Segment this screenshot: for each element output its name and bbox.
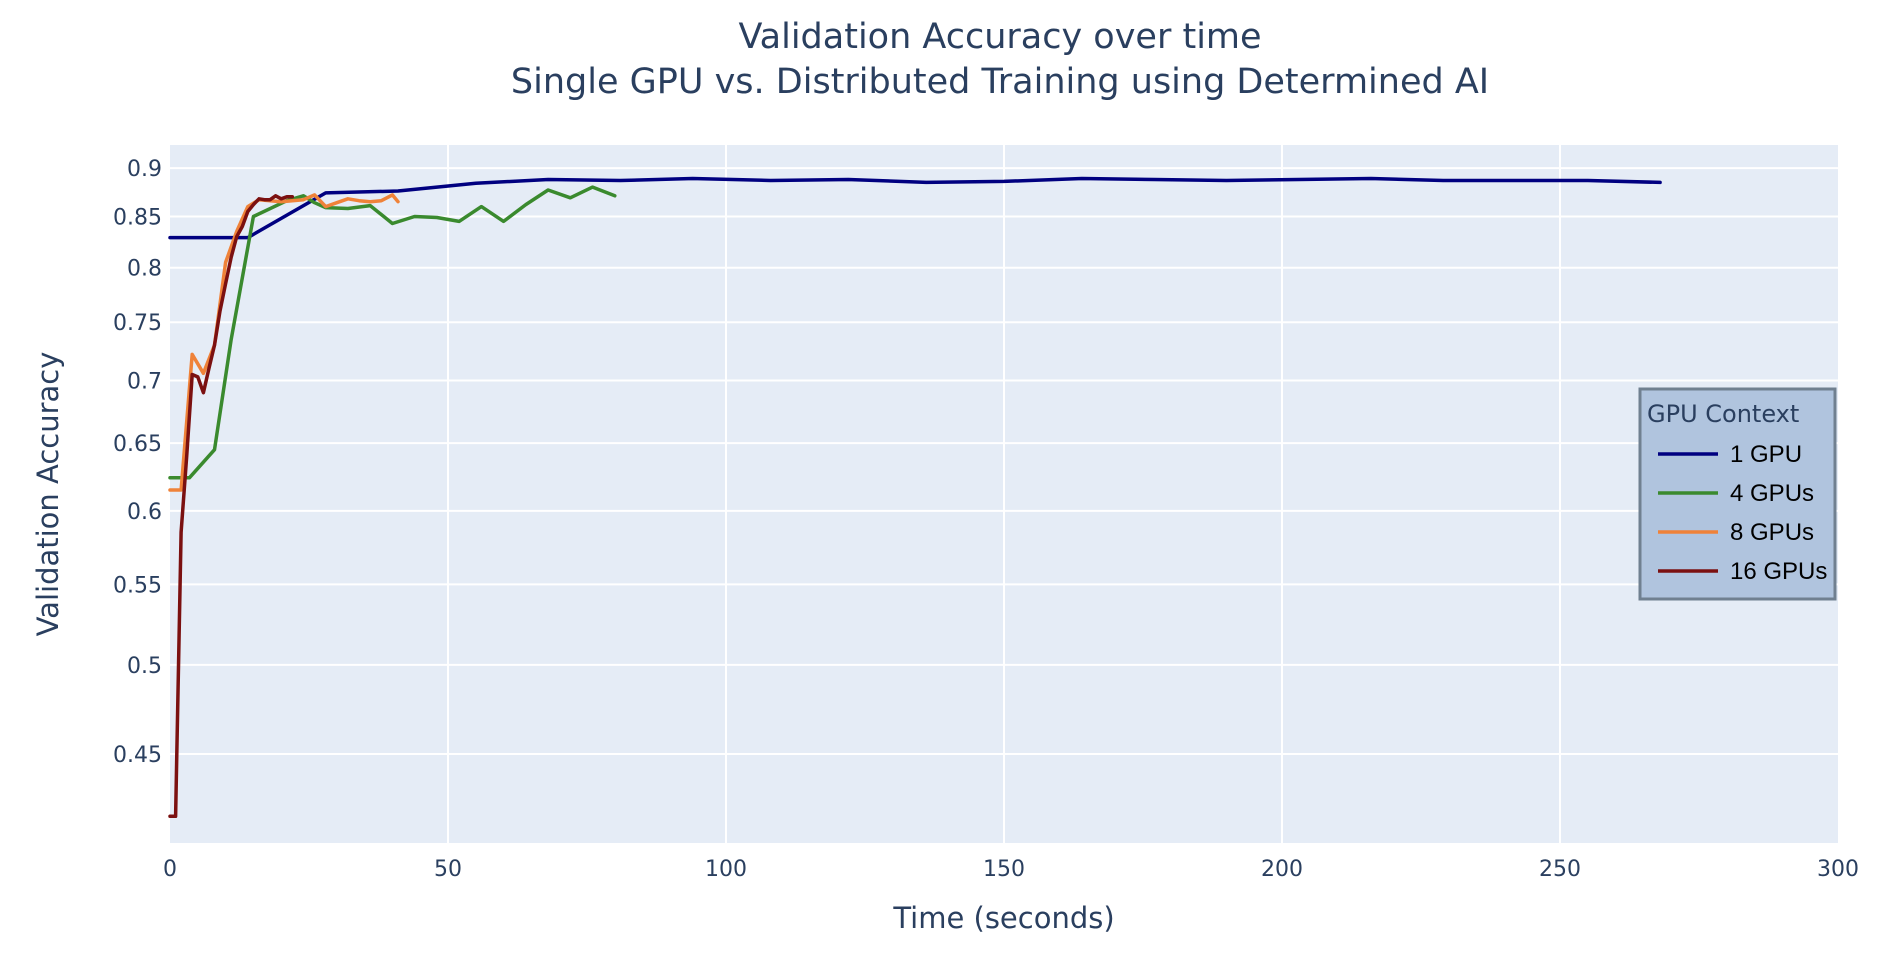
y-tick-label: 0.9 bbox=[127, 157, 162, 182]
x-axis-title: Time (seconds) bbox=[892, 901, 1114, 935]
y-tick-label: 0.8 bbox=[127, 257, 162, 282]
x-tick-label: 50 bbox=[434, 857, 462, 882]
legend-label: 1 GPU bbox=[1730, 441, 1802, 468]
x-tick-label: 0 bbox=[163, 857, 177, 882]
series-line-4 bbox=[168, 194, 295, 819]
y-axis-ticks: 0.45 0.5 0.55 0.6 0.65 0.7 0.75 0.8 0.85 0.9 bbox=[113, 157, 162, 768]
series-line-1 bbox=[168, 176, 1662, 240]
series-line-3 bbox=[168, 193, 400, 492]
x-axis-ticks: 0 50 100 150 200 250 300 bbox=[163, 857, 1859, 882]
x-tick-label: 150 bbox=[983, 857, 1025, 882]
y-tick-label: 0.7 bbox=[127, 370, 162, 395]
y-tick-label: 0.55 bbox=[113, 573, 162, 598]
legend-items: 1 GPU 4 GPUs 8 GPUs 16 GPUs bbox=[1658, 441, 1827, 585]
chart-subtitle: Single GPU vs. Distributed Training usin… bbox=[511, 62, 1489, 102]
chart-title: Validation Accuracy over time bbox=[738, 17, 1261, 57]
legend-label: 8 GPUs bbox=[1730, 519, 1814, 546]
x-tick-label: 200 bbox=[1261, 857, 1303, 882]
y-tick-label: 0.5 bbox=[127, 654, 162, 679]
legend: GPU Context 1 GPU 4 GPUs 8 GPUs 16 GPUs bbox=[1638, 387, 1837, 601]
legend-label: 16 GPUs bbox=[1730, 558, 1827, 585]
y-tick-label: 0.65 bbox=[113, 432, 162, 457]
x-gridlines bbox=[447, 145, 1561, 843]
y-axis-title: Validation Accuracy bbox=[31, 352, 65, 637]
x-tick-label: 250 bbox=[1539, 857, 1581, 882]
y-tick-label: 0.6 bbox=[127, 500, 162, 525]
series-layer bbox=[168, 176, 1662, 819]
x-tick-label: 300 bbox=[1817, 857, 1859, 882]
legend-label: 4 GPUs bbox=[1730, 480, 1814, 507]
y-tick-label: 0.75 bbox=[113, 311, 162, 336]
y-tick-label: 0.85 bbox=[113, 205, 162, 230]
series-line-2 bbox=[168, 185, 617, 480]
y-gridlines bbox=[170, 167, 1838, 755]
x-tick-label: 100 bbox=[705, 857, 747, 882]
legend-title: GPU Context bbox=[1647, 400, 1799, 428]
y-tick-label: 0.45 bbox=[113, 743, 162, 768]
